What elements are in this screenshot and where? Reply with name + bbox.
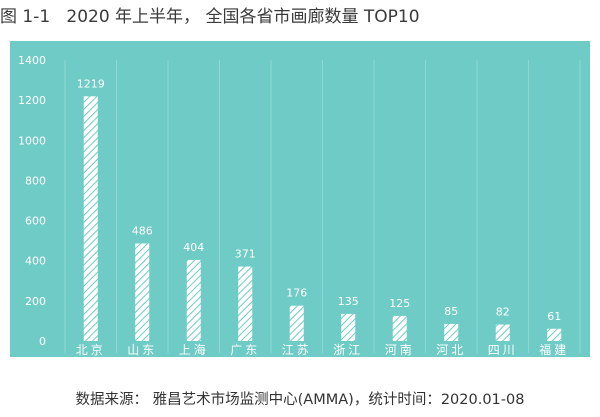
title-text: 2020 年上半年， 全国各省市画廊数量 TOP10 xyxy=(66,7,420,27)
y-tick-label: 200 xyxy=(25,295,46,308)
bar-9 xyxy=(547,328,562,341)
y-tick-label: 1000 xyxy=(18,134,46,147)
source-text: 雅昌艺术市场监测中心(AMMA)，统计时间：2020.01-08 xyxy=(152,392,525,408)
x-tick-label: 广东 xyxy=(230,343,260,357)
figure-label: 图 1-1 xyxy=(0,7,51,27)
data-label: 404 xyxy=(183,241,204,254)
x-tick-label: 河北 xyxy=(436,343,466,357)
x-tick-label: 山东 xyxy=(127,343,157,357)
data-source-note: 数据来源： 雅昌艺术市场监测中心(AMMA)，统计时间：2020.01-08 xyxy=(0,388,600,409)
data-label: 82 xyxy=(496,306,510,319)
chart-panel: 0 200 400 600 800 1000 1200 1400 1219 北京 486 山东 404 上… xyxy=(10,41,590,357)
y-tick-label: 0 xyxy=(39,335,46,348)
x-tick-label: 江苏 xyxy=(282,343,312,357)
y-tick-label: 600 xyxy=(25,215,46,228)
data-label: 85 xyxy=(444,305,458,318)
x-tick-label: 福建 xyxy=(539,342,569,357)
x-tick-label: 河南 xyxy=(385,342,415,357)
data-label: 486 xyxy=(132,224,153,237)
data-label: 371 xyxy=(235,248,256,261)
y-tick-label: 800 xyxy=(25,174,46,187)
bar-4 xyxy=(289,305,304,341)
bar-2 xyxy=(186,259,201,341)
data-label: 125 xyxy=(389,297,410,310)
y-tick-label: 1200 xyxy=(18,94,46,107)
chart-title: 图 1-1 2020 年上半年， 全国各省市画廊数量 TOP10 xyxy=(0,4,600,30)
source-label: 数据来源： xyxy=(75,392,149,408)
bar-0 xyxy=(83,96,98,341)
x-tick-label: 上海 xyxy=(179,342,209,357)
y-tick-label: 1400 xyxy=(18,54,46,67)
data-label: 61 xyxy=(547,310,561,323)
bar-7 xyxy=(444,323,459,341)
bar-8 xyxy=(495,324,510,341)
data-label: 135 xyxy=(338,295,359,308)
bar-6 xyxy=(392,315,407,341)
bar-3 xyxy=(238,266,253,341)
y-tick-label: 400 xyxy=(25,255,46,268)
x-tick-label: 四川 xyxy=(488,343,518,357)
x-tick-label: 北京 xyxy=(76,343,106,357)
bar-5 xyxy=(341,313,356,341)
bar-chart: 0 200 400 600 800 1000 1200 1400 1219 北京 486 山东 404 上… xyxy=(18,54,581,357)
data-label: 176 xyxy=(286,287,307,300)
data-label: 1219 xyxy=(77,77,105,90)
bar-1 xyxy=(135,243,150,341)
x-tick-label: 浙江 xyxy=(333,343,363,357)
